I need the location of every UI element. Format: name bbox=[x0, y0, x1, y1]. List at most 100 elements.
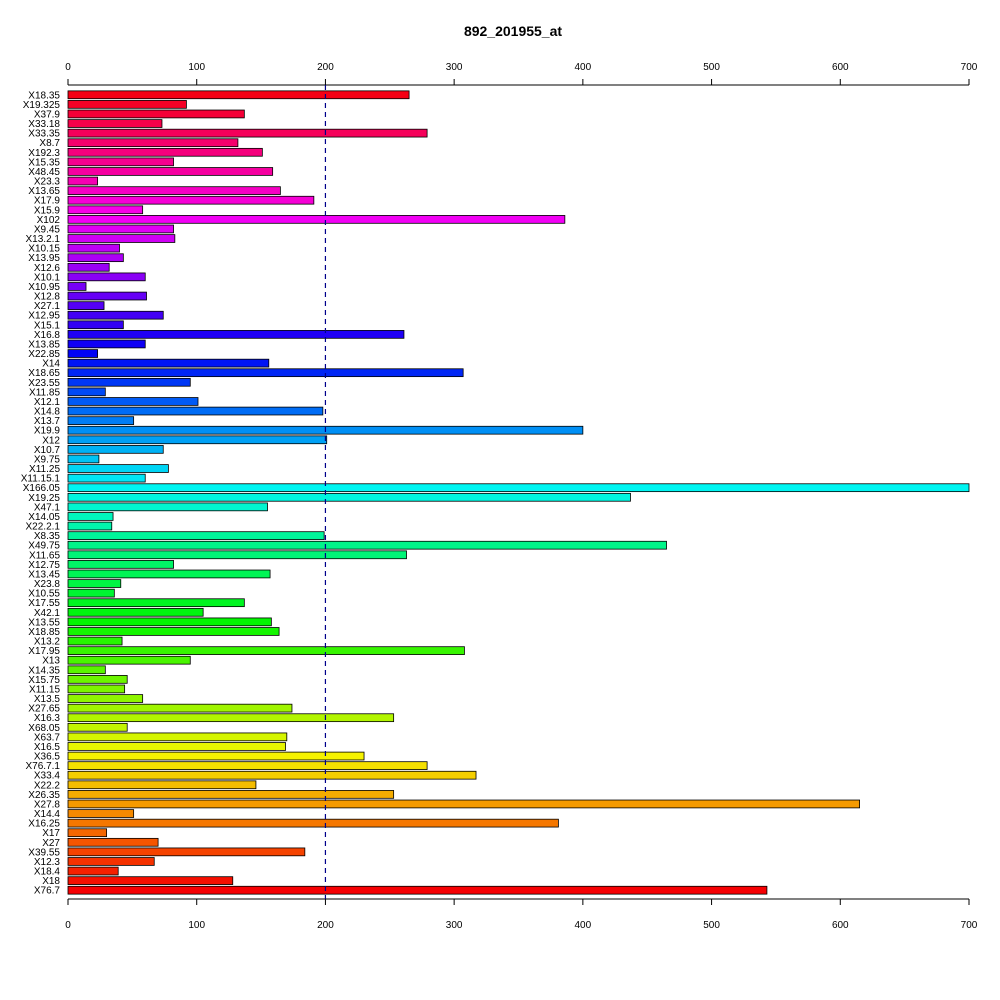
category-label: X13.45 bbox=[28, 569, 60, 580]
category-label: X9.45 bbox=[34, 224, 61, 235]
category-label: X23.3 bbox=[34, 177, 61, 188]
bar bbox=[67, 837, 159, 847]
bar bbox=[67, 502, 268, 512]
bar bbox=[67, 828, 108, 838]
bar bbox=[67, 722, 128, 732]
bar bbox=[67, 847, 306, 857]
tick-label-top: 300 bbox=[446, 62, 463, 73]
bar bbox=[67, 579, 122, 588]
tick-label-bottom: 0 bbox=[65, 920, 71, 931]
category-label: X18.35 bbox=[28, 90, 60, 101]
category-label: X42.1 bbox=[34, 608, 61, 619]
category-label: X14.35 bbox=[28, 665, 60, 676]
bar bbox=[67, 866, 119, 876]
bar bbox=[67, 694, 144, 703]
bar bbox=[67, 349, 99, 358]
bar bbox=[67, 138, 239, 148]
category-label: X8.35 bbox=[34, 531, 61, 542]
bar bbox=[67, 272, 146, 282]
tick-label-bottom: 700 bbox=[961, 920, 978, 931]
bar bbox=[67, 205, 144, 215]
category-label: X26.35 bbox=[28, 790, 60, 801]
tick-label-bottom: 600 bbox=[832, 920, 849, 931]
bar bbox=[67, 713, 395, 723]
bar bbox=[67, 588, 115, 598]
bar bbox=[67, 301, 105, 310]
bar bbox=[67, 90, 410, 100]
tick-label-top: 600 bbox=[832, 62, 849, 73]
bar bbox=[67, 742, 286, 751]
bar bbox=[67, 157, 174, 167]
bar bbox=[67, 310, 164, 320]
category-label: X63.7 bbox=[34, 732, 61, 743]
bar bbox=[67, 186, 281, 195]
category-label: X192.3 bbox=[28, 148, 60, 159]
category-label: X102 bbox=[37, 215, 61, 226]
category-label: X13.55 bbox=[28, 617, 60, 628]
category-label: X15.35 bbox=[28, 157, 60, 168]
bars-group bbox=[67, 90, 970, 895]
category-label: X13.5 bbox=[34, 694, 61, 705]
bar bbox=[67, 387, 106, 397]
category-labels: X18.35X19.325X37.9X33.18X33.35X8.7X192.3… bbox=[21, 90, 61, 896]
category-label: X11.15 bbox=[29, 684, 60, 695]
bar bbox=[67, 454, 100, 464]
category-label: X36.5 bbox=[34, 752, 61, 763]
category-label: X14.05 bbox=[28, 512, 60, 523]
bar bbox=[67, 176, 99, 186]
category-label: X47.1 bbox=[34, 502, 61, 513]
category-label: X14.8 bbox=[34, 407, 61, 418]
category-label: X14 bbox=[42, 359, 60, 370]
category-label: X33.18 bbox=[28, 119, 60, 130]
category-label: X15.1 bbox=[34, 320, 61, 331]
bar bbox=[67, 100, 187, 109]
category-label: X12 bbox=[42, 435, 60, 446]
category-label: X16.5 bbox=[34, 742, 61, 753]
bar bbox=[67, 368, 464, 378]
category-label: X18.65 bbox=[28, 368, 60, 379]
category-label: X12.1 bbox=[34, 397, 61, 408]
category-label: X17.55 bbox=[28, 598, 60, 609]
category-label: X166.05 bbox=[23, 483, 61, 494]
bar bbox=[67, 435, 328, 445]
category-label: X27.65 bbox=[28, 704, 60, 715]
tick-label-top: 400 bbox=[575, 62, 592, 73]
category-label: X49.75 bbox=[28, 541, 60, 552]
category-label: X68.05 bbox=[28, 723, 60, 734]
category-label: X16.25 bbox=[28, 819, 60, 830]
tick-label-bottom: 500 bbox=[703, 920, 720, 931]
category-label: X23.55 bbox=[28, 378, 60, 389]
tick-label-bottom: 300 bbox=[446, 920, 463, 931]
bar bbox=[67, 445, 164, 454]
tick-label-bottom: 200 bbox=[317, 920, 334, 931]
category-label: X11.25 bbox=[29, 464, 60, 475]
bar bbox=[67, 243, 120, 253]
category-label: X48.45 bbox=[28, 167, 60, 178]
category-label: X11.15.1 bbox=[21, 474, 61, 485]
category-label: X16.8 bbox=[34, 330, 61, 341]
bar bbox=[67, 560, 174, 569]
category-label: X27.8 bbox=[34, 799, 61, 810]
bar bbox=[67, 492, 631, 502]
bar bbox=[67, 818, 559, 828]
bar bbox=[67, 512, 114, 521]
bar bbox=[67, 406, 324, 416]
category-label: X76.7 bbox=[34, 886, 61, 897]
bar bbox=[67, 167, 274, 176]
category-label: X13.7 bbox=[34, 416, 61, 427]
tick-label-top: 100 bbox=[188, 62, 205, 73]
category-label: X18.85 bbox=[28, 627, 60, 638]
bar bbox=[67, 636, 123, 646]
bar bbox=[67, 397, 199, 406]
category-label: X13.2.1 bbox=[26, 234, 61, 245]
category-label: X19.325 bbox=[23, 100, 61, 111]
bar bbox=[67, 770, 477, 780]
bar bbox=[67, 358, 270, 368]
category-label: X16.3 bbox=[34, 713, 61, 724]
category-label: X27.1 bbox=[34, 301, 61, 312]
bar bbox=[67, 703, 293, 713]
bar bbox=[67, 215, 566, 224]
bar bbox=[67, 780, 257, 790]
bar bbox=[67, 416, 135, 425]
